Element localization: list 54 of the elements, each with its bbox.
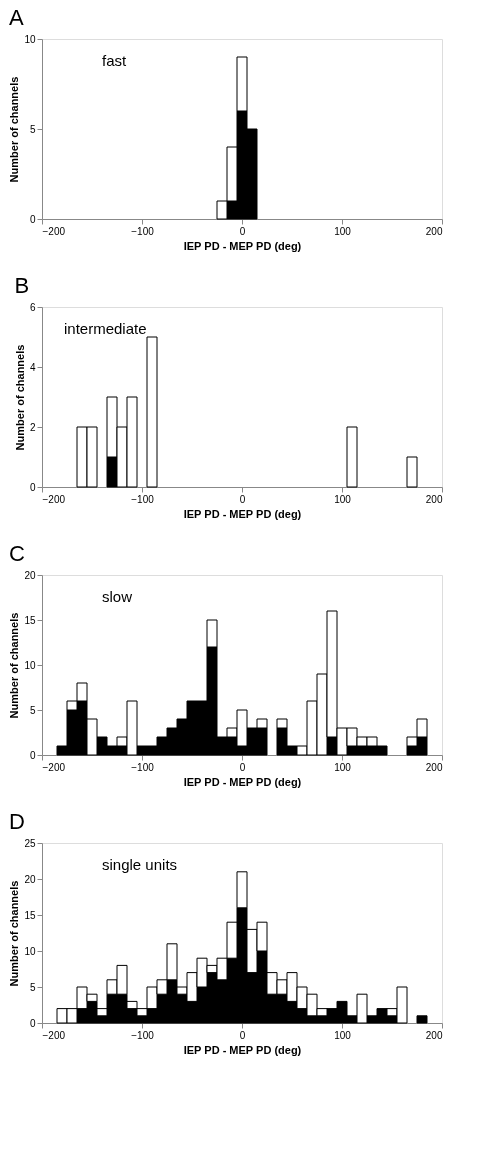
chart-title: A — [8, 5, 24, 30]
x-tick-label: 200 — [425, 225, 443, 237]
x-tick-label: 200 — [425, 1029, 443, 1041]
y-tick-label: 5 — [29, 123, 36, 135]
x-tick-label: −200 — [42, 493, 66, 505]
x-axis-title: IEP PD - MEP PD (deg) — [183, 1043, 302, 1056]
y-axis-title: Number of channels — [8, 880, 21, 987]
y-tick-label: 6 — [29, 301, 36, 313]
x-tick-label: −200 — [42, 225, 66, 237]
y-tick-label: 4 — [29, 361, 36, 373]
x-tick-label: −200 — [42, 761, 66, 773]
chart-title: C — [8, 541, 25, 566]
y-tick-label: 0 — [29, 213, 36, 225]
y-tick-label: 0 — [29, 1017, 36, 1029]
y-tick-label: 25 — [24, 837, 36, 849]
x-tick-label: −100 — [131, 1029, 155, 1041]
y-tick-label: 0 — [29, 481, 36, 493]
annotation: single units — [102, 856, 178, 873]
x-tick-label: 0 — [239, 1029, 246, 1041]
x-tick-label: 0 — [239, 493, 246, 505]
x-axis-title: IEP PD - MEP PD (deg) — [183, 507, 302, 520]
x-tick-label: 200 — [425, 761, 443, 773]
x-tick-label: 0 — [239, 225, 246, 237]
y-axis-title: Number of channels — [13, 344, 26, 451]
y-tick-label: 10 — [24, 33, 36, 45]
y-tick-label: 15 — [24, 909, 36, 921]
y-tick-label: 5 — [29, 981, 36, 993]
y-tick-label: 10 — [24, 659, 36, 671]
y-axis-title: Number of channels — [8, 612, 21, 719]
annotation: slow — [102, 588, 133, 605]
x-tick-label: 100 — [334, 493, 352, 505]
x-tick-label: 100 — [334, 761, 352, 773]
y-tick-label: 20 — [24, 569, 36, 581]
x-tick-label: −100 — [131, 761, 155, 773]
annotation: intermediate — [64, 320, 147, 337]
x-tick-label: 100 — [334, 225, 352, 237]
annotation: fast — [102, 52, 128, 69]
x-tick-label: −100 — [131, 225, 155, 237]
x-tick-label: 200 — [425, 493, 443, 505]
x-tick-label: −200 — [42, 1029, 66, 1041]
x-axis-title: IEP PD - MEP PD (deg) — [183, 775, 302, 788]
x-tick-label: 100 — [334, 1029, 352, 1041]
y-tick-label: 20 — [24, 873, 36, 885]
x-tick-label: −100 — [131, 493, 155, 505]
y-axis-title: Number of channels — [8, 76, 21, 183]
y-tick-label: 0 — [29, 749, 36, 761]
y-tick-label: 15 — [24, 614, 36, 626]
chart-title: D — [8, 809, 25, 834]
y-tick-label: 10 — [24, 945, 36, 957]
chart-title: B — [14, 273, 30, 298]
x-tick-label: 0 — [239, 761, 246, 773]
y-tick-label: 2 — [29, 421, 36, 433]
x-axis-title: IEP PD - MEP PD (deg) — [183, 239, 302, 252]
y-tick-label: 5 — [29, 704, 36, 716]
